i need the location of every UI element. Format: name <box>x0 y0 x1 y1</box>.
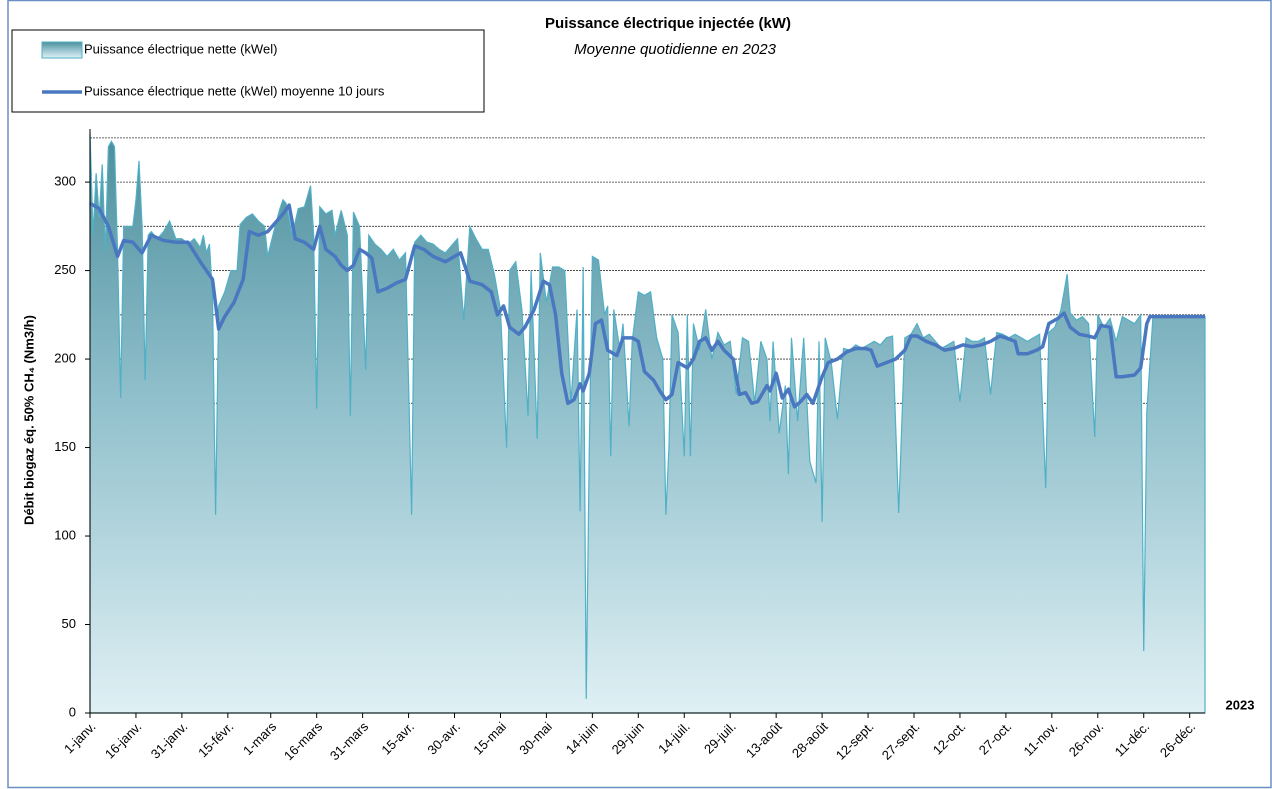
chart-title: Puissance électrique injectée (kW) <box>545 15 791 32</box>
y-tick-label: 200 <box>54 350 76 365</box>
x-tick-label: 1-janv. <box>61 719 99 757</box>
x-tick-label: 26-nov. <box>1066 719 1107 760</box>
x-tick-label: 30-mai <box>516 719 555 758</box>
y-tick-label: 100 <box>54 527 76 542</box>
x-tick-label: 14-juil. <box>655 719 693 757</box>
legend-swatch <box>41 41 83 59</box>
y-tick-label: 300 <box>54 174 76 189</box>
x-tick-label: 11-nov. <box>1020 719 1060 759</box>
legend: Puissance électrique nette (kWel) Puissan… <box>11 29 485 113</box>
y-tick-label: 150 <box>54 439 76 454</box>
x-tick-label: 13-août <box>743 719 785 761</box>
y-tick-label: 50 <box>62 616 76 631</box>
x-tick-label: 29-juil. <box>701 719 739 757</box>
chart-subtitle: Moyenne quotidienne en 2023 <box>574 41 776 58</box>
x-tick-label: 15-mai <box>470 719 509 758</box>
x-tick-label: 16-janv. <box>102 719 145 762</box>
y-axis-title: Débit biogaz éq. 50% CH₄ (Nm3/h) <box>21 315 36 525</box>
legend-box <box>11 29 485 113</box>
legend-label: Puissance électrique nette (kWel) <box>84 41 277 56</box>
x-tick-label: 15-févr. <box>195 719 236 760</box>
x-tick-label: 28-août <box>789 719 831 761</box>
x-tick-label: 15-avr. <box>378 719 417 758</box>
x-tick-label: 31-janv. <box>148 719 191 762</box>
x-axis-title: 2023 <box>1226 697 1255 712</box>
x-tick-label: 27-oct. <box>976 719 1015 758</box>
x-tick-label: 31-mars <box>327 719 372 764</box>
area <box>89 132 1206 714</box>
x-tick-label: 1-mars <box>240 719 280 759</box>
chart-frame <box>7 0 1272 789</box>
x-tick-label: 26-déc. <box>1157 719 1198 760</box>
legend-label: Puissance électrique nette (kWel) moyenn… <box>84 83 385 98</box>
x-tick-label: 16-mars <box>281 719 326 764</box>
x-tick-label: 14-juin <box>563 719 601 757</box>
y-tick-label: 0 <box>69 704 76 719</box>
x-tick-label: 11-déc. <box>1112 719 1153 760</box>
x-tick-label: 12-sept. <box>833 719 877 763</box>
x-tick-label: 30-avr. <box>424 719 463 758</box>
x-tick-label: 29-juin <box>609 719 647 757</box>
line <box>89 201 1205 409</box>
plot: 0 50 100 150 200 250 300 1-janv. 16-janv. 31-janv… <box>54 129 1206 764</box>
x-tick-label: 12-oct. <box>930 719 969 758</box>
x-tick-label: 27-sept. <box>879 719 923 763</box>
y-tick-label: 250 <box>54 262 76 277</box>
